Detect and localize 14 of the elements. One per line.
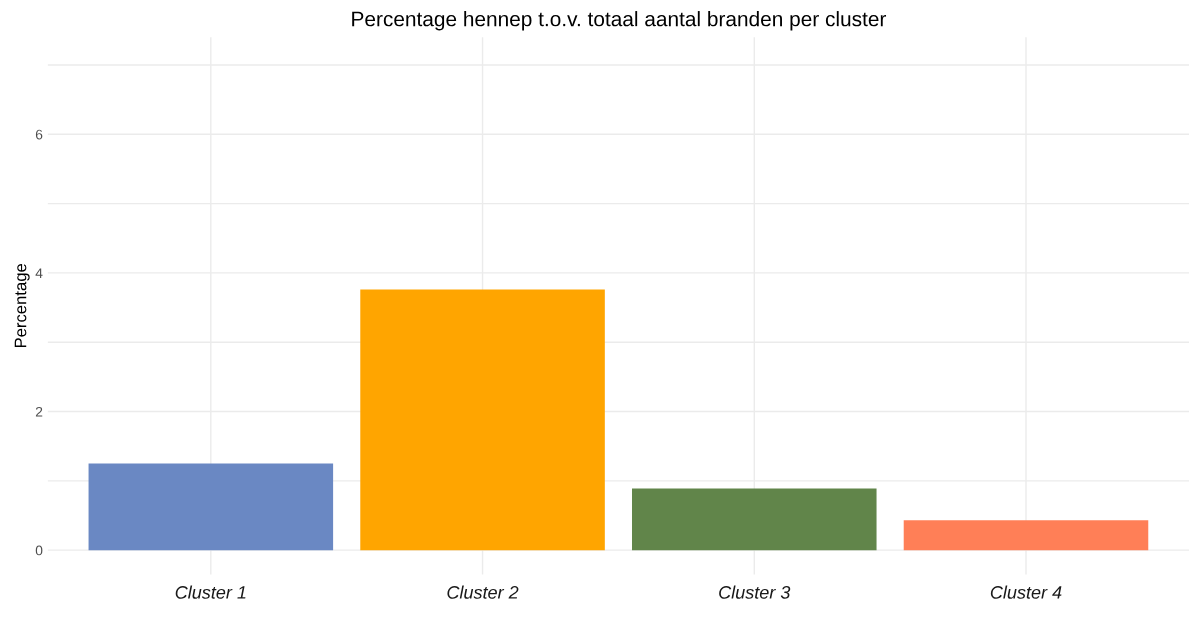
x-tick-label: Cluster 4 [990, 585, 1062, 599]
bar [632, 488, 877, 551]
bar [88, 463, 334, 551]
y-tick-label: 4 [35, 268, 43, 278]
y-tick-label: 6 [35, 129, 43, 140]
y-tick-label: 0 [35, 545, 43, 556]
chart-title: Percentage hennep t.o.v. totaal aantal branden per cluster [352, 11, 887, 31]
x-tick-label: Cluster 1 [175, 585, 246, 599]
bar [360, 289, 605, 551]
bar [903, 520, 1149, 551]
y-tick-label: 2 [35, 406, 43, 417]
y-axis-title: Percentage [14, 263, 30, 348]
x-tick-label: Cluster 2 [447, 585, 519, 599]
x-tick-label: Cluster 3 [719, 585, 791, 599]
